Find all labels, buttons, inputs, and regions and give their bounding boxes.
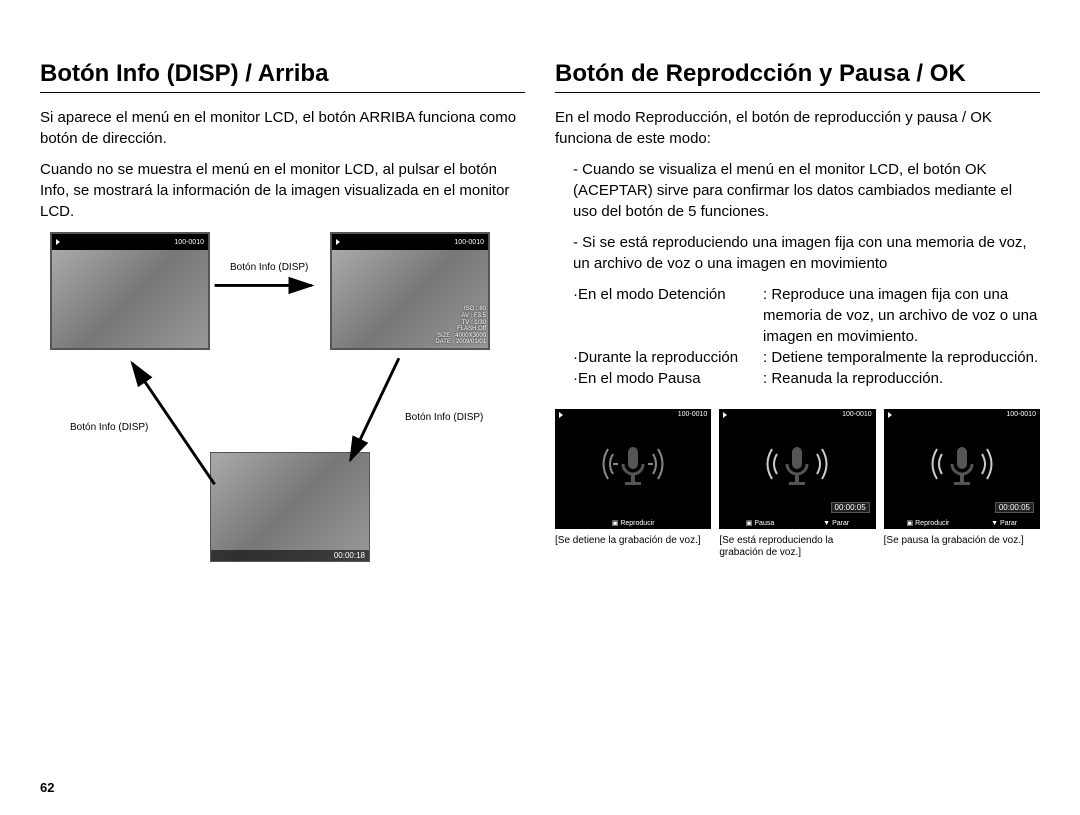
left-heading: Botón Info (DISP) / Arriba [40,60,525,93]
play-icon [559,412,563,418]
playback-timer: 00:00:05 [831,502,870,513]
sample-photo: ISO : 80 AV : F3.5 TV : 1/30 FLASH:Off S… [332,250,488,348]
voice-screen-playing: 100-0010 00:00:05 ▣ Pausa▼ Parar [719,409,875,529]
arrow-label: Botón Info (DISP) [70,422,148,433]
right-heading: Botón de Reprodcción y Pausa / OK [555,60,1040,93]
caption-row: [Se detiene la grabación de voz.] [Se es… [555,535,1040,559]
table-row: ·En el modo Pausa : Reanuda la reproducc… [573,368,1040,389]
right-bullet-2: - Si se está reproduciendo una imagen fi… [555,232,1040,274]
left-para-2: Cuando no se muestra el menú en el monit… [40,159,525,222]
voice-screen-paused: 100-0010 00:00:05 ▣ Reproducir▼ Parar [884,409,1040,529]
ok-button-label: ▣ Reproducir [612,519,655,527]
left-para-1: Si aparece el menú en el monitor LCD, el… [40,107,525,149]
right-column: Botón de Reprodcción y Pausa / OK En el … [555,60,1040,562]
screen-caption: [Se detiene la grabación de voz.] [555,535,711,559]
play-icon [56,239,60,245]
disp-cycle-diagram: 100-0010 100-0010 ISO : 80 AV : F3.5 TV … [40,232,525,562]
screen-caption: [Se pausa la grabación de voz.] [884,535,1040,559]
table-row: ·En el modo Detención : Reproduce una im… [573,284,1040,347]
microphone-icon [719,439,875,489]
microphone-icon [555,439,711,489]
arrow-label: Botón Info (DISP) [405,412,483,423]
play-icon [336,239,340,245]
timer-bar: 00:00:18 [211,550,369,561]
lcd-screen-none: 00:00:18 [210,452,370,562]
play-icon [723,412,727,418]
mode-table: ·En el modo Detención : Reproduce una im… [555,284,1040,389]
left-column: Botón Info (DISP) / Arriba Si aparece el… [40,60,525,562]
playback-timer: 00:00:05 [995,502,1034,513]
table-row: ·Durante la reproducción : Detiene tempo… [573,347,1040,368]
voice-screen-stopped: 100-0010 ▣ [555,409,711,529]
file-number-label: 100-0010 [454,239,484,246]
sample-photo [52,250,208,348]
lcd-screen-basic: 100-0010 [50,232,210,350]
lcd-screen-info: 100-0010 ISO : 80 AV : F3.5 TV : 1/30 FL… [330,232,490,350]
exif-info-overlay: ISO : 80 AV : F3.5 TV : 1/30 FLASH:Off S… [435,306,486,346]
page-number: 62 [40,780,54,795]
arrow-label: Botón Info (DISP) [230,262,308,273]
voice-screens-row: 100-0010 ▣ [555,409,1040,529]
screen-caption: [Se está reproduciendo la grabación de v… [719,535,875,559]
file-number-label: 100-0010 [174,239,204,246]
play-icon [888,412,892,418]
microphone-icon [884,439,1040,489]
right-bullet-1: - Cuando se visualiza el menú en el moni… [555,159,1040,222]
right-intro: En el modo Reproducción, el botón de rep… [555,107,1040,149]
